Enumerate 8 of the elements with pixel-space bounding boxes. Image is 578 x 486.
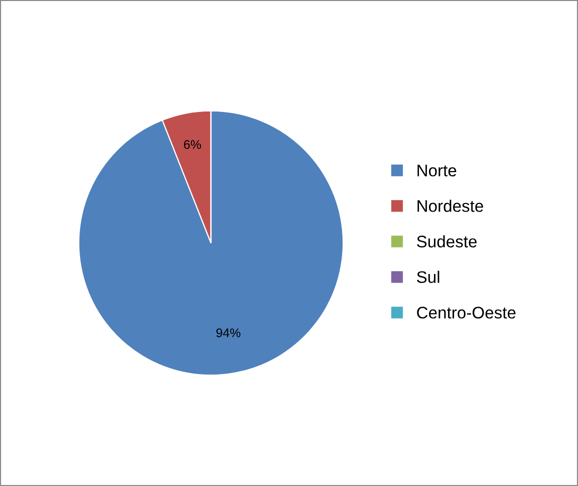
legend-label: Sudeste xyxy=(416,235,477,248)
pie-slice xyxy=(78,110,344,376)
legend-label: Centro-Oeste xyxy=(417,306,516,319)
data-label: 94% xyxy=(216,328,240,338)
legend-label: Sul xyxy=(416,270,440,284)
legend-label: Nordeste xyxy=(418,200,484,212)
legend-label: Norte xyxy=(418,164,456,176)
data-label: 6% xyxy=(184,140,201,149)
